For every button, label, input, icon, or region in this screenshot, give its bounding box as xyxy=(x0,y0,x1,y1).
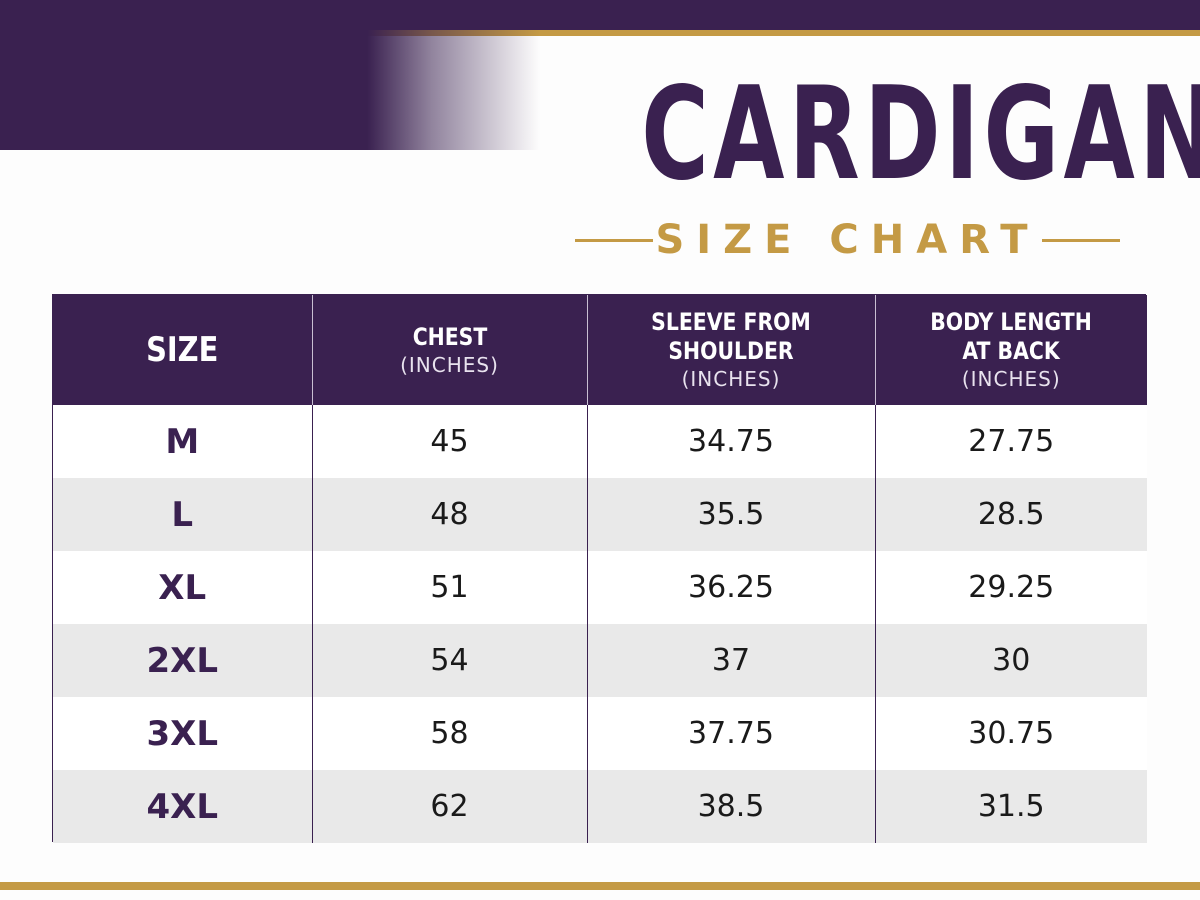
chest-cell: 62 xyxy=(312,770,588,843)
size-chart-table-container: SIZE CHEST (INCHES) SLEEVE FROM SHOULDER… xyxy=(52,294,1147,843)
length-cell: 30.75 xyxy=(968,716,1055,751)
header-sleeve-label: SLEEVE FROM SHOULDER xyxy=(651,308,811,365)
length-cell: 31.5 xyxy=(977,789,1045,824)
table-row: 3XL 58 37.75 30.75 xyxy=(53,697,1147,770)
header-size: SIZE xyxy=(53,295,313,405)
length-cell: 28.5 xyxy=(977,497,1045,532)
size-cell: 4XL xyxy=(53,770,313,843)
header-sleeve: SLEEVE FROM SHOULDER (INCHES) xyxy=(587,295,876,405)
header-body-length: BODY LENGTH AT BACK (INCHES) xyxy=(875,295,1147,405)
subtitle-right-rule xyxy=(1042,238,1120,242)
header-chest-label: CHEST xyxy=(412,322,487,351)
sleeve-cell: 38.5 xyxy=(587,770,876,843)
chest-cell: 48 xyxy=(312,478,588,551)
chest-cell: 51 xyxy=(312,551,588,624)
sleeve-cell: 37 xyxy=(587,624,876,697)
header-purple-block xyxy=(0,30,540,150)
sleeve-cell: 35.5 xyxy=(587,478,876,551)
top-banner-bar xyxy=(0,0,1200,30)
top-gold-stripe xyxy=(360,30,1200,36)
header-size-label: SIZE xyxy=(146,329,219,370)
page-subtitle: SIZE CHART xyxy=(655,217,1040,263)
header-body-length-unit: (INCHES) xyxy=(961,367,1061,391)
table-row: 2XL 54 37 30 xyxy=(53,624,1147,697)
table-row: M 45 34.75 27.75 xyxy=(53,405,1147,478)
table-body: M 45 34.75 27.75 L 48 35.5 28.5 XL 51 36… xyxy=(53,405,1147,843)
subtitle-left-rule xyxy=(575,238,653,242)
header-sleeve-unit: (INCHES) xyxy=(681,367,781,391)
size-cell: 3XL xyxy=(53,697,313,770)
size-cell: 2XL xyxy=(53,624,313,697)
size-cell: L xyxy=(53,478,313,551)
page-title: CARDIGAN xyxy=(641,60,1200,209)
header-body-length-label: BODY LENGTH AT BACK xyxy=(930,308,1093,365)
size-chart-table: SIZE CHEST (INCHES) SLEEVE FROM SHOULDER… xyxy=(53,295,1147,843)
subtitle-group: SIZE CHART xyxy=(575,215,1120,265)
chest-cell: 45 xyxy=(312,405,588,478)
sleeve-cell: 36.25 xyxy=(587,551,876,624)
sleeve-cell: 34.75 xyxy=(587,405,876,478)
size-cell: XL xyxy=(53,551,313,624)
chest-cell: 54 xyxy=(312,624,588,697)
length-cell: 30 xyxy=(992,643,1031,678)
table-row: XL 51 36.25 29.25 xyxy=(53,551,1147,624)
table-row: L 48 35.5 28.5 xyxy=(53,478,1147,551)
length-cell: 29.25 xyxy=(968,570,1055,605)
table-header: SIZE CHEST (INCHES) SLEEVE FROM SHOULDER… xyxy=(53,295,1147,405)
length-cell: 27.75 xyxy=(968,424,1055,459)
chest-cell: 58 xyxy=(312,697,588,770)
sleeve-cell: 37.75 xyxy=(587,697,876,770)
header-row: SIZE CHEST (INCHES) SLEEVE FROM SHOULDER… xyxy=(53,295,1147,405)
header-chest-unit: (INCHES) xyxy=(400,352,499,377)
table-row: 4XL 62 38.5 31.5 xyxy=(53,770,1147,843)
header-chest: CHEST (INCHES) xyxy=(312,295,588,405)
size-cell: M xyxy=(53,405,313,478)
bottom-gold-stripe xyxy=(0,882,1200,890)
